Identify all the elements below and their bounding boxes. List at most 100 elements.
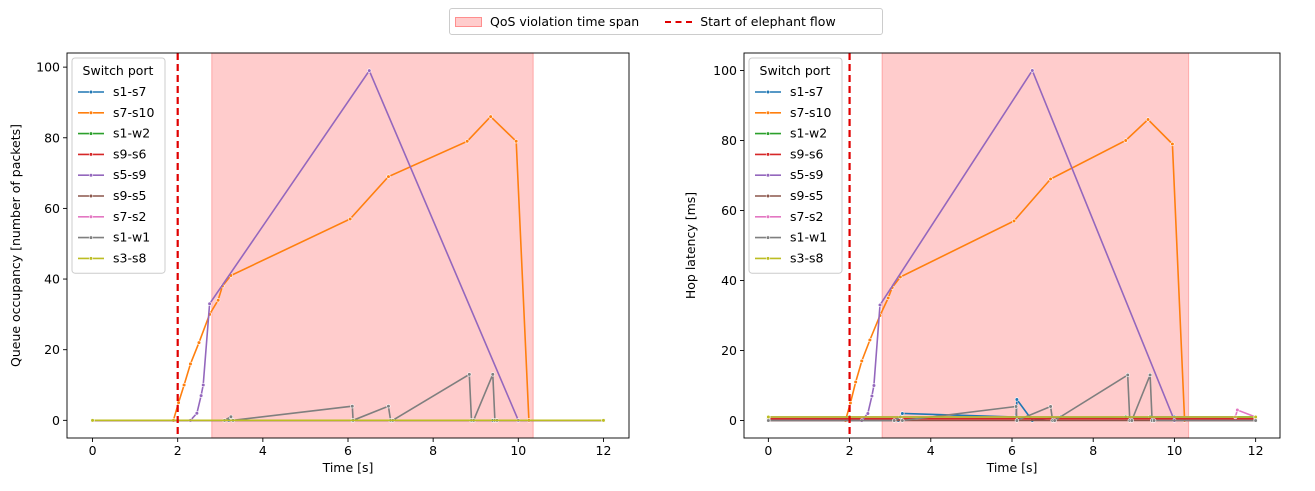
data-point — [1152, 418, 1157, 423]
legend-marker — [765, 256, 771, 261]
legend-marker — [88, 152, 94, 157]
legend-entry-s7-s2: s7-s2 — [790, 209, 823, 224]
legend-marker — [765, 193, 771, 199]
y-tick-label: 60 — [721, 203, 737, 218]
data-point — [488, 114, 493, 119]
x-tick-label: 6 — [1008, 443, 1016, 458]
data-point — [1145, 117, 1151, 122]
data-point — [1253, 414, 1258, 420]
legend-marker — [765, 152, 771, 157]
legend-entry-s3-s8: s3-s8 — [790, 250, 823, 265]
y-tick-label: 40 — [721, 273, 737, 288]
x-tick-label: 0 — [89, 443, 97, 458]
y-axis-label: Hop latency [ms] — [683, 192, 698, 299]
data-point — [853, 379, 858, 385]
legend-marker — [88, 235, 94, 240]
x-tick-label: 4 — [259, 443, 267, 458]
data-point — [188, 361, 193, 366]
data-point — [1129, 418, 1134, 423]
y-tick-label: 40 — [44, 272, 60, 287]
data-point — [176, 400, 181, 405]
data-point — [196, 340, 202, 345]
legend-marker — [88, 173, 94, 178]
data-point — [514, 139, 519, 144]
data-point — [869, 393, 875, 399]
data-point — [1030, 68, 1035, 73]
data-point — [348, 216, 353, 222]
data-point — [900, 418, 905, 423]
qos-violation-span — [211, 52, 534, 439]
data-point — [228, 414, 234, 419]
x-axis-label: Time [s] — [986, 460, 1038, 475]
data-point — [1048, 176, 1053, 182]
x-tick-label: 2 — [846, 443, 854, 458]
violation-span-swatch — [455, 16, 482, 27]
data-point — [859, 358, 864, 364]
data-point — [207, 301, 212, 306]
legend-marker — [88, 193, 94, 199]
legend-marker — [765, 173, 771, 178]
legend-violation-label: QoS violation time span — [490, 14, 640, 29]
legend-entry-s9-s6: s9-s6 — [790, 146, 823, 161]
data-point — [199, 393, 204, 398]
legend-entry-s9-s5: s9-s5 — [113, 188, 146, 203]
legend-marker — [765, 214, 771, 219]
legend-entry-s1-w2: s1-w2 — [113, 126, 150, 141]
x-tick-label: 0 — [764, 443, 772, 458]
y-tick-label: 60 — [44, 201, 60, 216]
data-point — [467, 372, 472, 377]
legend-elephant-label: Start of elephant flow — [700, 14, 836, 29]
legend-entry-s5-s9: s5-s9 — [113, 167, 146, 182]
series-legend: Switch port s1-s7 s7-s10 s1-w2 s9-s6 s5-s9 s9-… — [748, 57, 843, 274]
data-point — [1011, 218, 1017, 224]
legend-entry-s7-s10: s7-s10 — [790, 105, 831, 120]
legend-entry-s1-s7: s1-s7 — [790, 84, 823, 99]
data-point — [1253, 418, 1258, 423]
data-point — [386, 174, 391, 179]
y-tick-label: 80 — [44, 130, 60, 145]
x-tick-label: 6 — [344, 443, 352, 458]
data-point — [216, 298, 221, 303]
y-tick-label: 80 — [721, 133, 737, 148]
legend-entry-s7-s10: s7-s10 — [113, 105, 154, 120]
data-point — [1125, 372, 1130, 378]
x-tick-label: 10 — [510, 443, 526, 458]
data-point — [1052, 418, 1057, 423]
data-point — [1013, 404, 1019, 409]
legend-marker — [88, 256, 94, 261]
legend-marker — [765, 235, 771, 240]
x-tick-label: 8 — [1089, 443, 1097, 458]
data-point — [1235, 407, 1240, 413]
legend-frame — [748, 57, 843, 274]
data-point — [871, 383, 877, 388]
data-point — [900, 411, 905, 416]
y-tick-label: 100 — [36, 60, 60, 75]
data-point — [386, 404, 391, 409]
data-point — [867, 337, 872, 343]
figure-legend: QoS violation time span Start of elephan… — [449, 8, 883, 35]
x-tick-label: 4 — [927, 443, 935, 458]
y-axis-label: Queue occupancy [number of packets] — [8, 124, 23, 367]
data-point — [201, 382, 206, 388]
legend-marker — [88, 214, 94, 219]
legend-marker — [88, 89, 94, 95]
data-point — [90, 418, 95, 423]
data-point — [1147, 372, 1153, 378]
data-point — [1014, 418, 1019, 423]
legend-elephant: Start of elephant flow — [665, 14, 836, 29]
legend-entry-s1-w1: s1-w1 — [113, 230, 150, 245]
data-point — [848, 400, 853, 406]
legend-marker — [88, 110, 94, 115]
legend-marker — [88, 131, 94, 136]
data-point — [367, 68, 372, 73]
legend-marker — [765, 89, 771, 95]
y-tick-label: 0 — [52, 413, 60, 428]
x-tick-label: 12 — [596, 443, 612, 458]
hop-latency-chart: 0 2 4 6 8 10 12 0 20 40 60 80 100 Time [s] Hop latency… — [683, 52, 1281, 475]
qos-violation-span — [881, 52, 1190, 439]
legend-entry-s1-w2: s1-w2 — [790, 126, 827, 141]
legend-violation: QoS violation time span — [455, 14, 639, 29]
legend-title: Switch port — [83, 63, 154, 78]
y-tick-label: 0 — [729, 413, 737, 428]
data-point — [877, 302, 883, 308]
